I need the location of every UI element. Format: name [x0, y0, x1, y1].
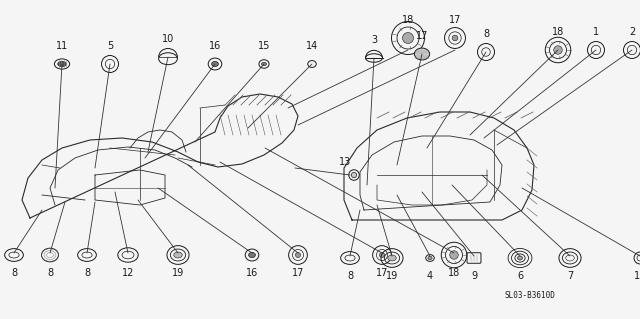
Text: 19: 19 [386, 271, 398, 281]
Text: 1: 1 [593, 27, 599, 37]
Text: 16: 16 [246, 268, 258, 278]
Text: 17: 17 [376, 268, 388, 278]
Text: 15: 15 [634, 271, 640, 281]
Ellipse shape [296, 252, 301, 257]
Text: 4: 4 [427, 271, 433, 281]
Ellipse shape [58, 62, 67, 67]
Text: 8: 8 [11, 268, 17, 278]
Text: 8: 8 [483, 29, 489, 39]
Text: 19: 19 [172, 268, 184, 278]
Text: 8: 8 [47, 268, 53, 278]
Ellipse shape [351, 172, 356, 178]
Text: 17: 17 [449, 15, 461, 25]
Text: 17: 17 [416, 31, 428, 41]
Ellipse shape [380, 252, 385, 257]
Text: 12: 12 [122, 268, 134, 278]
Ellipse shape [428, 256, 432, 260]
Text: 9: 9 [471, 271, 477, 281]
Ellipse shape [414, 48, 429, 60]
Text: 8: 8 [347, 271, 353, 281]
Text: 11: 11 [56, 41, 68, 51]
Text: 17: 17 [292, 268, 304, 278]
Text: SL03-B3610D: SL03-B3610D [504, 291, 556, 300]
Ellipse shape [450, 251, 458, 259]
Text: 14: 14 [306, 41, 318, 51]
Ellipse shape [403, 33, 413, 43]
Ellipse shape [248, 252, 255, 257]
Text: 8: 8 [84, 268, 90, 278]
Ellipse shape [173, 252, 182, 258]
Ellipse shape [388, 255, 396, 261]
Text: 18: 18 [448, 268, 460, 278]
Ellipse shape [262, 62, 266, 66]
Text: 5: 5 [107, 41, 113, 51]
Ellipse shape [452, 35, 458, 41]
Ellipse shape [518, 256, 522, 260]
Text: 16: 16 [209, 41, 221, 51]
Text: 7: 7 [567, 271, 573, 281]
Text: 3: 3 [371, 35, 377, 45]
Text: 18: 18 [402, 15, 414, 25]
Ellipse shape [554, 46, 563, 54]
Text: 18: 18 [552, 27, 564, 37]
Text: 15: 15 [258, 41, 270, 51]
Text: 6: 6 [517, 271, 523, 281]
Text: 13: 13 [339, 157, 351, 167]
Text: 2: 2 [629, 27, 635, 37]
Text: 10: 10 [162, 34, 174, 44]
Ellipse shape [212, 62, 218, 67]
